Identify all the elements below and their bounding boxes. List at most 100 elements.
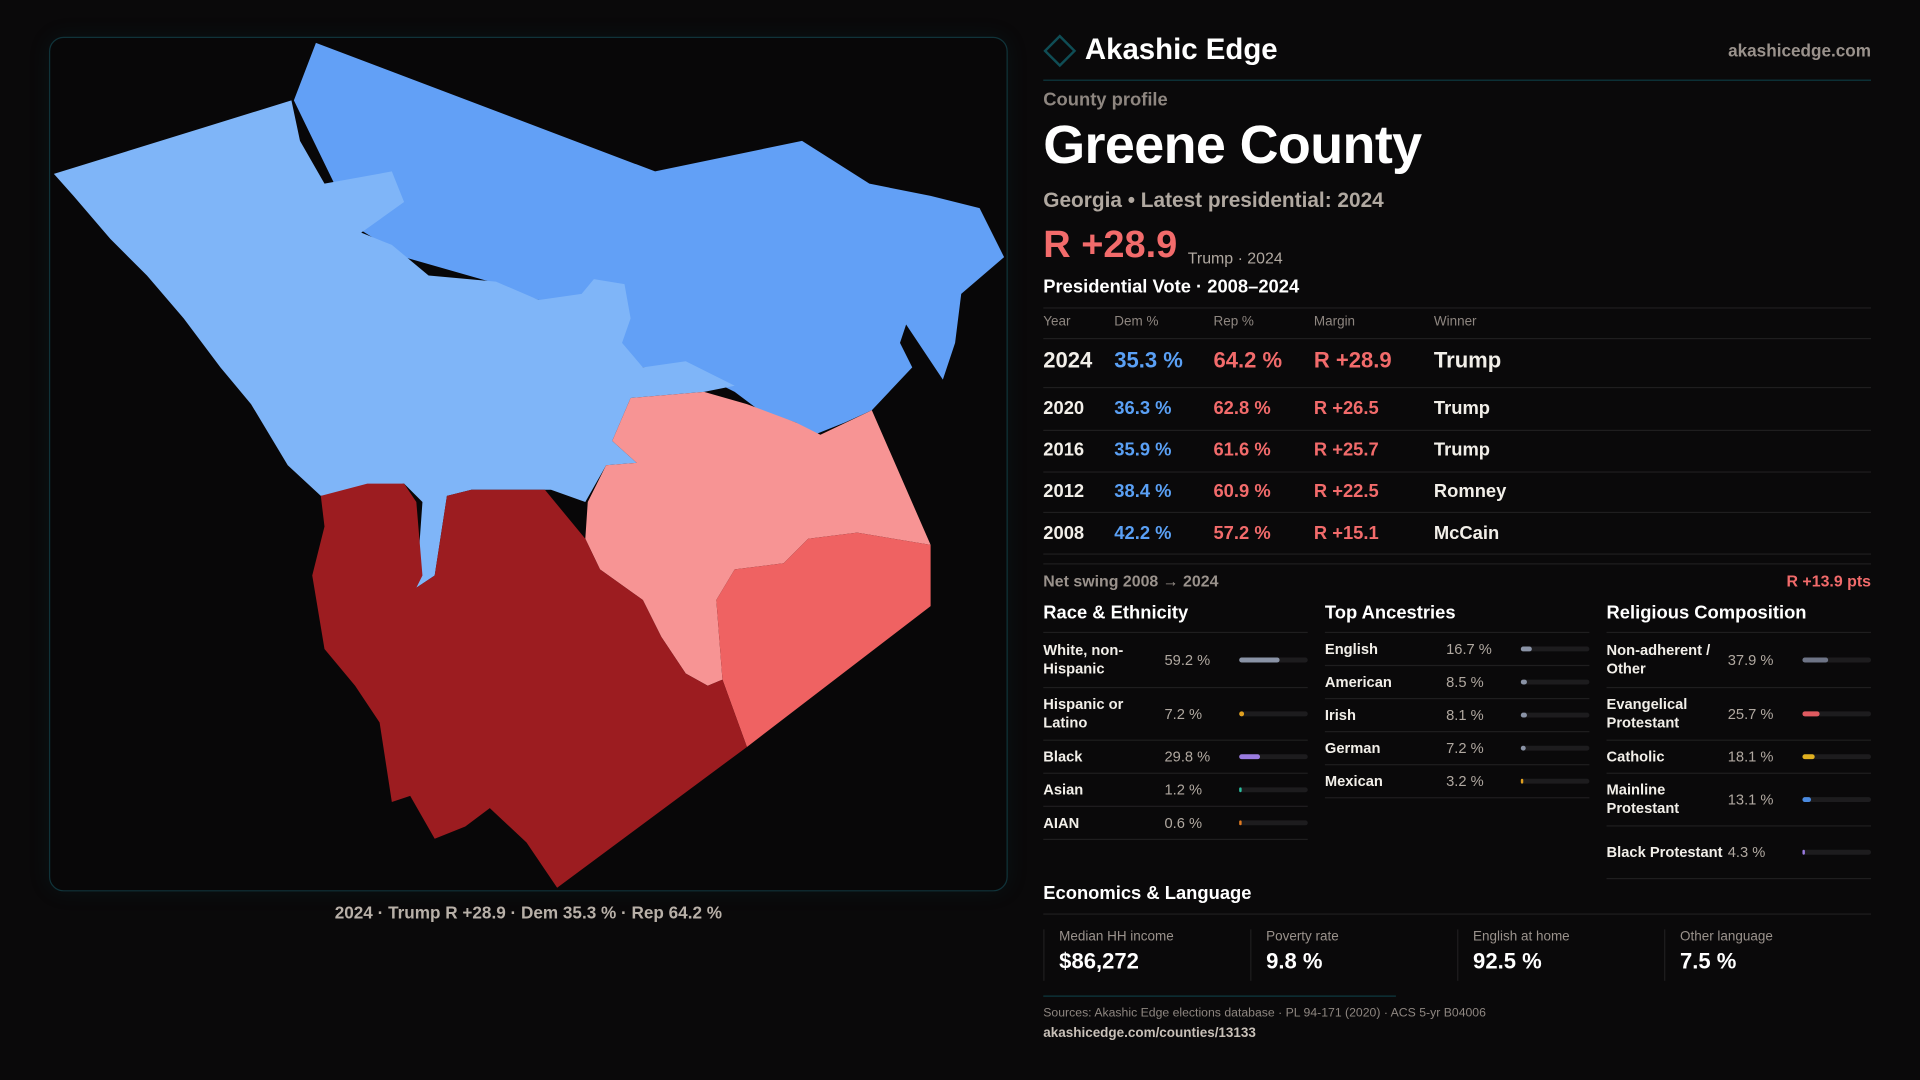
- race-label: Black: [1043, 747, 1083, 765]
- ancestry-bar: [1520, 712, 1590, 718]
- religion-label: Non-adherent / Other: [1606, 641, 1711, 678]
- religion-value: 13.1 %: [1727, 791, 1774, 809]
- economics-card: Other language 7.5 %: [1664, 929, 1871, 981]
- religion-section: Religious Composition Non-adherent / Othe…: [1606, 602, 1872, 880]
- divider: [1043, 995, 1396, 997]
- religion-row: Evangelical Protestant 25.7 %: [1606, 688, 1872, 741]
- eyebrow: County profile: [1043, 89, 1168, 111]
- religion-value: 37.9 %: [1727, 651, 1774, 669]
- race-value: 1.2 %: [1164, 781, 1203, 799]
- ancestry-row: English 16.7 %: [1324, 633, 1590, 667]
- card-label: Poverty rate: [1266, 929, 1339, 945]
- ancestry-label: English: [1324, 639, 1378, 657]
- economics-card: Median HH income $86,272: [1043, 929, 1250, 981]
- religion-bar: [1802, 797, 1872, 803]
- vote-section-title: Presidential Vote · 2008–2024: [1043, 276, 1300, 298]
- brand[interactable]: Akashic Edge: [1043, 33, 1278, 67]
- race-label: White, non-Hispanic: [1043, 641, 1124, 678]
- county-url[interactable]: akashicedge.com/counties/13133: [1043, 1026, 1256, 1041]
- precinct-west[interactable]: [53, 100, 735, 588]
- domain-link[interactable]: akashicedge.com: [1728, 40, 1872, 61]
- race-bar-fill: [1239, 820, 1242, 826]
- ancestry-bar-fill: [1520, 679, 1527, 685]
- headline-margin: R +28.9: [1043, 222, 1178, 266]
- vote-rep: 60.9 %: [1213, 481, 1271, 503]
- economics-title: Economics & Language: [1043, 882, 1252, 904]
- ancestry-row: American 8.5 %: [1324, 666, 1590, 700]
- race-row: AIAN 0.6 %: [1043, 807, 1308, 841]
- race-bar-fill: [1239, 711, 1245, 717]
- race-row: Asian 1.2 %: [1043, 774, 1308, 807]
- vote-margin: R +15.1: [1313, 522, 1379, 544]
- religion-bar-fill: [1802, 849, 1806, 855]
- ancestry-bar: [1520, 679, 1590, 685]
- race-row: Hispanic or Latino 7.2 %: [1043, 688, 1308, 741]
- race-bar-fill: [1239, 754, 1260, 760]
- vote-year: 2020: [1043, 397, 1085, 419]
- religion-bar-fill: [1802, 657, 1829, 663]
- ancestry-title: Top Ancestries: [1324, 602, 1590, 634]
- ancestry-label: Irish: [1324, 705, 1356, 724]
- headline-margin-note: Trump · 2024: [1187, 248, 1283, 267]
- vote-winner: Trump: [1433, 439, 1491, 461]
- brand-name: Akashic Edge: [1084, 33, 1278, 67]
- race-label: Hispanic or Latino: [1043, 695, 1124, 732]
- religion-bar: [1802, 849, 1872, 855]
- ancestry-bar-fill: [1520, 778, 1524, 784]
- religion-row: Non-adherent / Other 37.9 %: [1606, 633, 1872, 689]
- net-swing-value: R +13.9 pts: [1786, 571, 1872, 591]
- ancestry-row: Irish 8.1 %: [1324, 699, 1590, 733]
- economics-card: Poverty rate 9.8 %: [1250, 929, 1457, 981]
- ancestry-section: Top Ancestries English 16.7 % American 8.5 %…: [1324, 602, 1590, 799]
- card-value: 92.5 %: [1473, 948, 1542, 974]
- ancestry-value: 8.1 %: [1446, 706, 1484, 724]
- race-label: AIAN: [1043, 813, 1080, 831]
- religion-label: Mainline Protestant: [1606, 781, 1680, 817]
- card-value: 9.8 %: [1266, 948, 1323, 974]
- vote-dem: 42.2 %: [1114, 522, 1172, 544]
- col-year: Year: [1043, 314, 1071, 330]
- race-row: Black 29.8 %: [1043, 741, 1308, 774]
- race-section: Race & Ethnicity White, non-Hispanic 59.2 …: [1043, 602, 1308, 841]
- vote-year: 2008: [1043, 522, 1085, 544]
- card-value: 7.5 %: [1680, 948, 1737, 974]
- profile-panel: Akashic Edge akashicedge.com County prof…: [1043, 0, 1872, 1080]
- divider: [1043, 913, 1872, 915]
- religion-bar-fill: [1802, 754, 1815, 760]
- divider: [1043, 511, 1872, 514]
- county-map[interactable]: [48, 36, 1008, 892]
- religion-bar-fill: [1802, 797, 1812, 803]
- vote-rep: 62.8 %: [1213, 397, 1271, 419]
- vote-winner: Trump: [1433, 397, 1491, 419]
- race-bar-fill: [1239, 657, 1280, 663]
- race-bar: [1239, 787, 1308, 793]
- vote-year: 2016: [1043, 439, 1085, 461]
- race-bar: [1239, 711, 1308, 717]
- religion-bar: [1802, 754, 1872, 760]
- ancestry-bar: [1520, 778, 1590, 784]
- ancestry-bar-fill: [1520, 646, 1533, 652]
- county-map-svg[interactable]: [49, 37, 1008, 892]
- net-swing-label: Net swing 2008 → 2024: [1043, 571, 1219, 591]
- religion-label: Black Protestant: [1606, 843, 1723, 861]
- ancestry-label: German: [1324, 738, 1381, 757]
- sources: Sources: Akashic Edge elections database…: [1043, 1006, 1486, 1021]
- race-row: White, non-Hispanic 59.2 %: [1043, 633, 1308, 689]
- vote-winner: Romney: [1433, 481, 1507, 503]
- vote-dem: 36.3 %: [1114, 397, 1172, 419]
- precinct-south-east[interactable]: [716, 532, 931, 747]
- ancestry-value: 16.7 %: [1446, 640, 1492, 658]
- vote-dem: 38.4 %: [1114, 481, 1172, 503]
- ancestry-value: 8.5 %: [1446, 673, 1484, 691]
- race-value: 0.6 %: [1164, 814, 1203, 832]
- ancestry-bar-fill: [1520, 712, 1527, 718]
- vote-margin: R +28.9: [1313, 347, 1392, 373]
- vote-year: 2012: [1043, 481, 1085, 503]
- vote-rep: 61.6 %: [1213, 439, 1271, 461]
- card-label: Median HH income: [1059, 929, 1174, 945]
- precinct-north-east[interactable]: [293, 42, 1005, 435]
- divider: [1043, 429, 1872, 432]
- ancestry-bar: [1520, 646, 1590, 652]
- precinct-central[interactable]: [585, 391, 931, 686]
- religion-row: Mainline Protestant 13.1 %: [1606, 774, 1872, 827]
